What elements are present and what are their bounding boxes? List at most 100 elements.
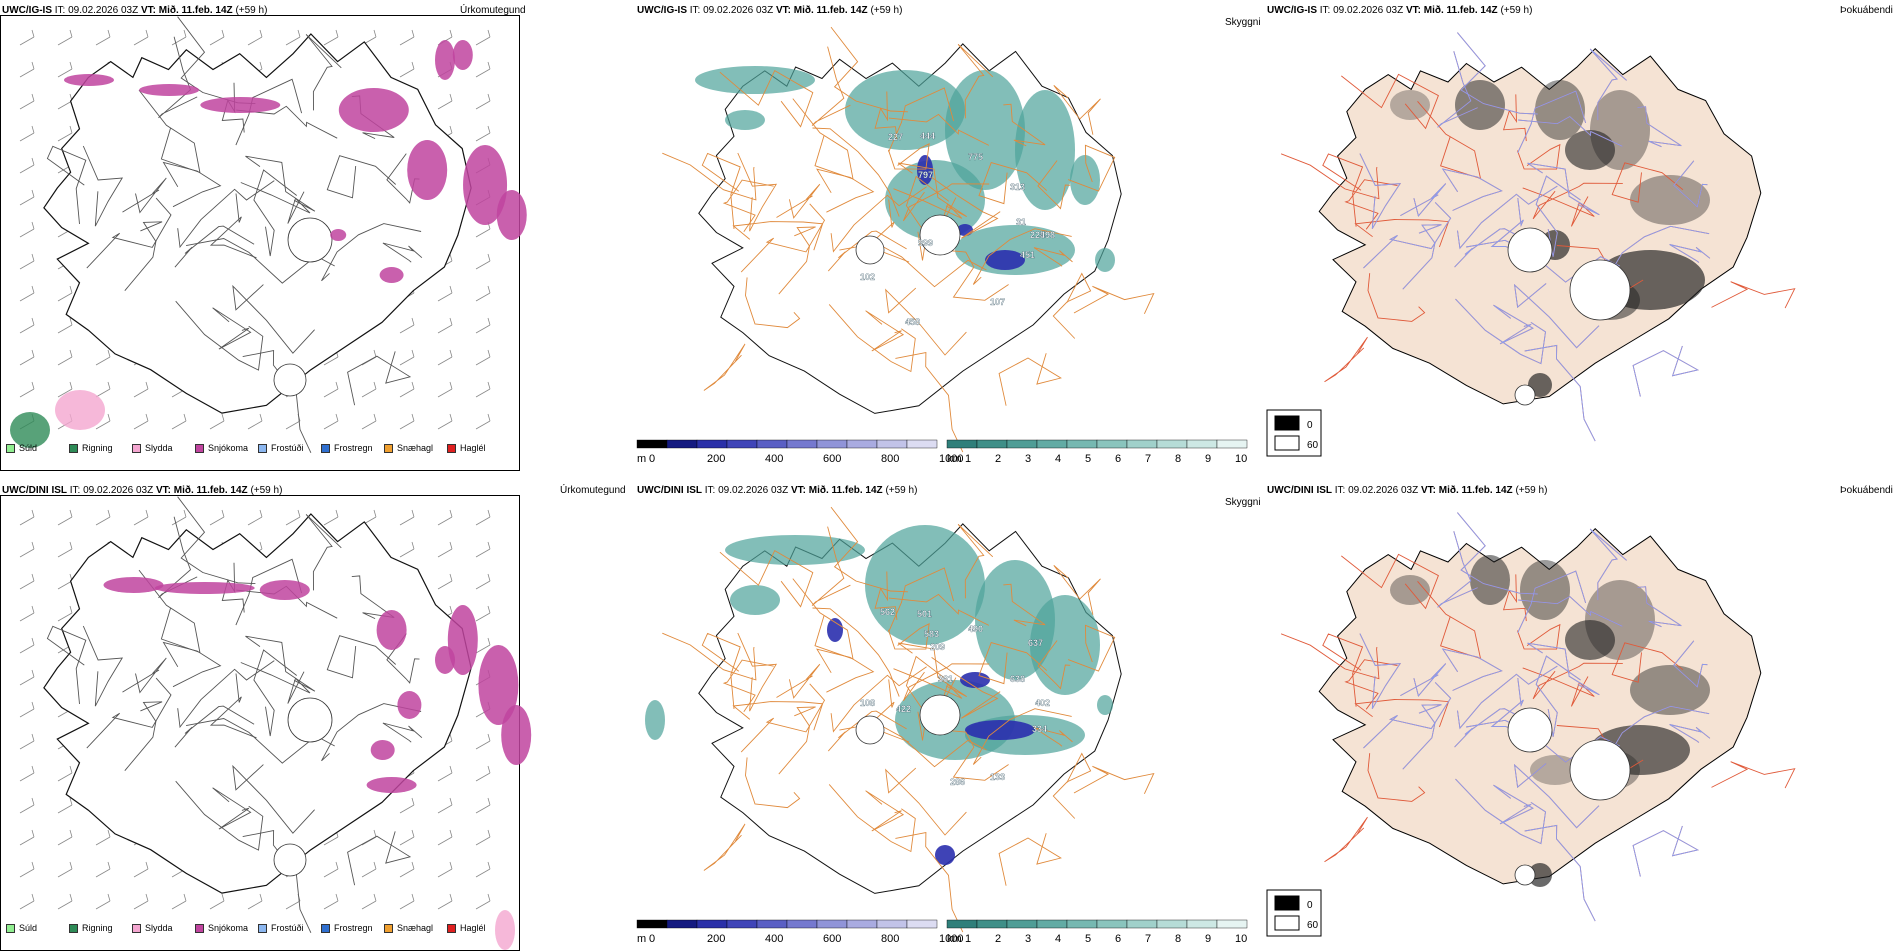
legend-label: Frostúði bbox=[271, 923, 304, 933]
snow-area bbox=[200, 97, 281, 113]
visibility-colorbar bbox=[946, 919, 1248, 929]
snow-area bbox=[139, 84, 200, 96]
legend-item: Súld bbox=[6, 443, 37, 453]
legend-item: Frostregn bbox=[321, 923, 373, 933]
ceiling-tick: 800 bbox=[881, 453, 899, 465]
visibility-tick: 2 bbox=[995, 453, 1001, 465]
panel-kind-label: Þokuábendi bbox=[1840, 485, 1893, 496]
altitude-label: 562 bbox=[880, 607, 895, 617]
ceiling-tick: 200 bbox=[707, 453, 725, 465]
glacier-outline bbox=[287, 217, 333, 263]
fog-map bbox=[1280, 512, 1796, 922]
legend-item: Frostúði bbox=[258, 443, 304, 453]
altitude-label: 108 bbox=[860, 698, 875, 708]
visibility-area bbox=[845, 70, 965, 150]
fog-intensity-area bbox=[1630, 665, 1710, 715]
altitude-label: 422 bbox=[896, 704, 911, 714]
panel-kind-label: Skyggni bbox=[1225, 497, 1261, 508]
legend-label: Slydda bbox=[145, 443, 173, 453]
map-frame bbox=[0, 15, 520, 471]
visibility-area bbox=[1095, 248, 1115, 272]
visibility-tick: 10 bbox=[1235, 933, 1247, 945]
fog-intensity-area bbox=[1520, 560, 1570, 620]
snow-area bbox=[447, 605, 478, 675]
snow-area bbox=[366, 777, 417, 793]
road-network bbox=[662, 506, 1155, 933]
glacier-outline bbox=[919, 214, 961, 256]
fog-legend: 0 60 bbox=[1266, 409, 1322, 457]
snow-area bbox=[376, 610, 407, 650]
legend-label: Snjókoma bbox=[208, 443, 249, 453]
ceiling-colorbar bbox=[636, 439, 938, 449]
altitude-label: 451 bbox=[1020, 250, 1035, 260]
glacier-outline bbox=[855, 235, 885, 265]
legend-swatch bbox=[447, 923, 456, 933]
fog-legend-label: 0 bbox=[1307, 420, 1313, 431]
low-ceiling-area bbox=[827, 618, 843, 642]
low-ceiling-area bbox=[985, 250, 1025, 270]
legend-label: Súld bbox=[19, 443, 38, 453]
ceiling-tick: 400 bbox=[765, 453, 783, 465]
legend-label: Slydda bbox=[145, 923, 173, 933]
panel-title: UWC/DINI ISL IT: 09.02.2026 03Z VT: Mið.… bbox=[637, 485, 918, 496]
altitude-label: 498 bbox=[1040, 230, 1055, 240]
panel-top-cloud: UWC/IG-IS IT: 09.02.2026 03Z VT: Mið. 11… bbox=[635, 0, 1322, 470]
ceiling-unit: m bbox=[637, 933, 646, 945]
visibility-area bbox=[730, 585, 780, 615]
ceiling-tick: 200 bbox=[707, 933, 725, 945]
altitude-label: 334 bbox=[1032, 724, 1047, 734]
altitude-label: 225 bbox=[1030, 230, 1045, 240]
visibility-area bbox=[725, 110, 765, 130]
visibility-unit: km bbox=[947, 453, 962, 465]
altitude-label: 775 bbox=[968, 152, 983, 162]
panel-kind-label: Úrkomutegund bbox=[460, 5, 526, 16]
legend-swatch bbox=[69, 443, 78, 453]
visibility-tick: 5 bbox=[1085, 933, 1091, 945]
visibility-tick: 1 bbox=[965, 933, 971, 945]
panel-title: UWC/IG-IS IT: 09.02.2026 03Z VT: Mið. 11… bbox=[2, 5, 268, 16]
legend-swatch bbox=[321, 443, 330, 453]
visibility-tick: 8 bbox=[1175, 933, 1181, 945]
fog-map bbox=[1280, 32, 1796, 442]
panel-kind-label: Úrkomutegund bbox=[560, 485, 626, 496]
panel-bottom-precip: UWC/DINI ISL IT: 09.02.2026 03Z VT: Mið.… bbox=[0, 480, 626, 951]
iceland-coastline bbox=[43, 513, 472, 894]
sleet-area bbox=[495, 910, 515, 950]
glacier-outline bbox=[273, 363, 307, 397]
snow-area bbox=[338, 88, 409, 132]
legend-item: Rigning bbox=[69, 443, 113, 453]
snow-area bbox=[103, 577, 164, 593]
visibility-unit: km bbox=[947, 933, 962, 945]
low-ceiling-area bbox=[917, 155, 933, 185]
legend-swatch bbox=[195, 443, 204, 453]
panel-title: UWC/IG-IS IT: 09.02.2026 03Z VT: Mið. 11… bbox=[637, 5, 903, 16]
snow-area bbox=[259, 580, 310, 600]
ceiling-tick: 600 bbox=[823, 453, 841, 465]
glacier-outline bbox=[1507, 707, 1553, 753]
legend-item: Snjókoma bbox=[195, 923, 248, 933]
visibility-tick: 9 bbox=[1205, 933, 1211, 945]
glacier-outline bbox=[1514, 384, 1536, 406]
fog-intensity-area bbox=[1630, 175, 1710, 225]
altitude-label: 490 bbox=[968, 624, 983, 634]
legend-label: Frostregn bbox=[334, 923, 373, 933]
visibility-tick: 1 bbox=[965, 453, 971, 465]
precip-map bbox=[10, 16, 527, 453]
visibility-tick: 7 bbox=[1145, 933, 1151, 945]
glacier-outline bbox=[1514, 864, 1536, 886]
ceiling-tick: 1000 bbox=[939, 933, 963, 945]
legend-item: Rigning bbox=[69, 923, 113, 933]
panel-kind-label: Skyggni bbox=[1225, 17, 1261, 28]
altitude-label: 458 bbox=[905, 317, 920, 327]
precip-map bbox=[19, 496, 532, 950]
altitude-label: 501 bbox=[917, 609, 932, 619]
glacier-outline bbox=[1507, 227, 1553, 273]
legend-label: Súld bbox=[19, 923, 38, 933]
visibility-colorbar bbox=[946, 439, 1248, 449]
altitude-label: 402 bbox=[1035, 698, 1050, 708]
legend-label: Frostregn bbox=[334, 443, 373, 453]
altitude-label: 107 bbox=[990, 297, 1005, 307]
ceiling-tick: 0 bbox=[649, 933, 655, 945]
fog-intensity-area bbox=[1530, 755, 1580, 785]
